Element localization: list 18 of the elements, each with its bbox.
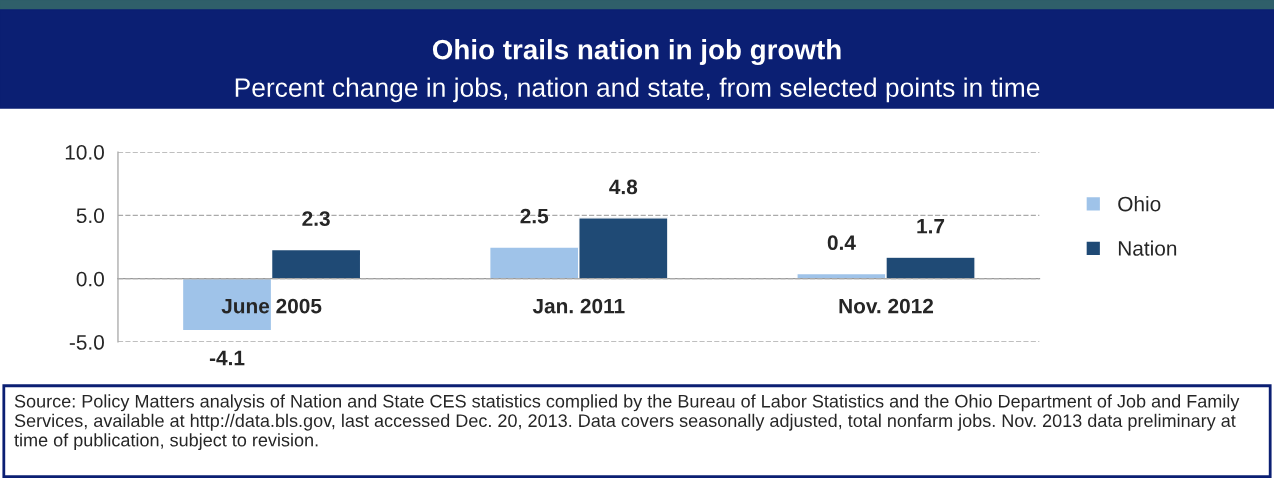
- x-tick-label: June 2005: [221, 298, 322, 314]
- data-label: -4.1: [209, 350, 245, 366]
- data-label: 2.5: [520, 208, 549, 224]
- source-note: Source: Policy Matters analysis of Nation and State CES statistics complied by the Bureau of Labor Statistics and the Ohio Department of Job and Family Services, available at http://data.bls.gov, last accessed Dec. 20, 2013. Data covers seasonally adjusted, total nonfarm jobs. Nov. 2013 data preliminary at time of publication, subject to revision.: [14, 394, 1240, 451]
- data-label: 2.3: [302, 211, 330, 227]
- chart-title: Ohio trails nation in job growth: [432, 39, 841, 66]
- y-tick-label: -5.0: [69, 335, 104, 350]
- y-tick-label: 10.0: [65, 145, 104, 160]
- data-label: 1.7: [917, 219, 945, 234]
- x-tick-label: Nov. 2012: [839, 298, 934, 314]
- legend-label: Nation: [1118, 240, 1177, 256]
- y-tick-label: 5.0: [76, 208, 104, 224]
- data-label: 0.4: [827, 235, 856, 251]
- x-tick-label: Jan. 2011: [532, 298, 625, 314]
- legend-label: Ohio: [1118, 196, 1161, 212]
- data-label: 4.8: [609, 179, 638, 195]
- chart-subtitle: Percent change in jobs, nation and state, from selected points in time: [235, 77, 1040, 103]
- y-tick-label: 0.0: [76, 271, 104, 287]
